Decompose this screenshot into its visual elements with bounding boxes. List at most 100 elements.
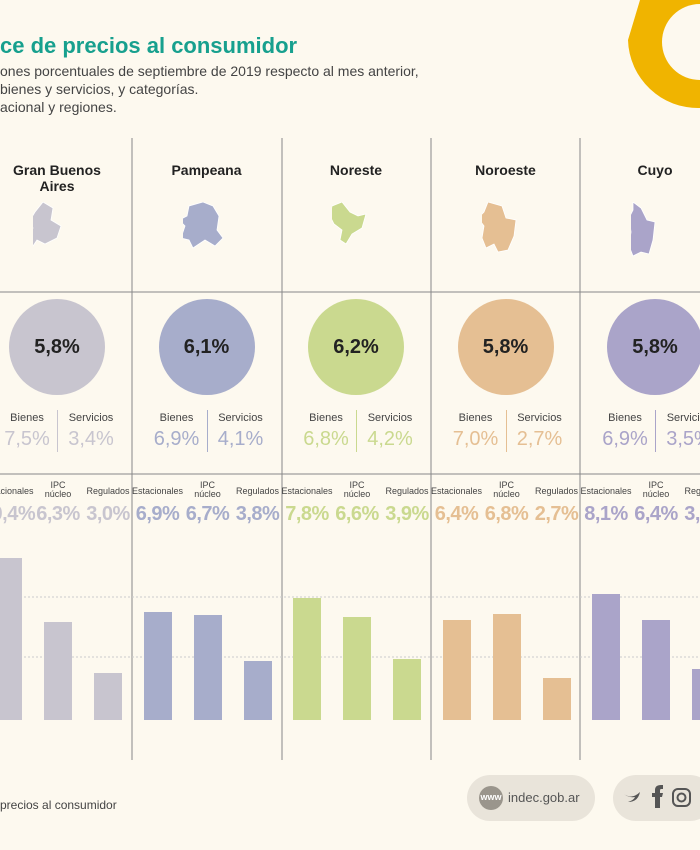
regulados-bar <box>393 659 421 720</box>
estacionales-value: 6,9% <box>135 503 180 525</box>
map-shape <box>481 202 516 253</box>
total-label: 5,8% <box>632 336 678 358</box>
nucleo-label: IPC núcleo <box>343 480 371 499</box>
regulados-value: 3,0% <box>86 503 130 525</box>
estacionales-label: Estacionales <box>131 486 184 496</box>
regulados-label: Regulados <box>534 486 579 496</box>
nucleo-value: 6,7% <box>185 503 230 525</box>
total-circle <box>9 299 105 395</box>
regulados-bar <box>94 673 122 720</box>
regulados-label: Regulados <box>684 486 700 496</box>
split-divider <box>356 410 357 452</box>
nucleo-bar <box>642 620 670 720</box>
estacionales-bar <box>0 557 22 720</box>
nucleo-label: IPC núcleo <box>493 480 520 499</box>
nucleo-value: 6,6% <box>335 503 379 525</box>
logo-hole <box>662 4 700 80</box>
split-divider <box>655 410 656 452</box>
nucleo-label: IPC núcleo <box>44 480 72 499</box>
servicios-label: Servicios <box>68 412 114 424</box>
map-shape <box>332 202 367 245</box>
bienes-value: 6,8% <box>303 428 349 450</box>
nucleo-value: 6,8% <box>484 503 529 525</box>
nucleo-label: IPC núcleo <box>194 480 221 499</box>
subtitle-line: acional y regiones. <box>0 99 117 115</box>
subtitle-line: ones porcentuales de septiembre de 2019 … <box>0 63 419 79</box>
servicios-value: 4,1% <box>217 428 264 450</box>
total-circle <box>457 299 554 395</box>
region-name: Noroeste <box>475 162 536 178</box>
estacionales-label: Estacionales <box>430 486 483 496</box>
split-divider <box>57 410 58 452</box>
nucleo-label: IPC núcleo <box>642 480 670 499</box>
split-divider <box>206 410 208 452</box>
bienes-value: 6,9% <box>153 428 200 450</box>
site-pill[interactable] <box>467 775 595 821</box>
servicios-value: 3,5% <box>666 428 700 450</box>
servicios-label: Servicios <box>517 412 562 424</box>
regulados-label: Regulados <box>86 486 130 496</box>
bienes-label: Bienes <box>10 412 44 424</box>
estacionales-label: Estacionales <box>281 486 333 496</box>
bienes-label: Bienes <box>159 412 194 424</box>
title: ce de precios al consumidor <box>0 33 298 58</box>
nucleo-bar <box>492 613 521 720</box>
nucleo-value: 6,3% <box>36 503 80 525</box>
total-label: 5,8% <box>34 336 80 358</box>
bienes-label: Bienes <box>608 412 642 424</box>
estacionales-value: 8,1% <box>584 503 628 525</box>
regulados-value: 3,3% <box>684 503 700 525</box>
estacionales-bar <box>442 620 471 720</box>
map-shape <box>182 202 224 249</box>
region-name: Pampeana <box>171 162 242 178</box>
region-name: Noreste <box>329 162 383 178</box>
region-name: Cuyo <box>637 162 673 178</box>
region-map <box>182 202 224 249</box>
regulados-label: Regulados <box>385 486 429 496</box>
estacionales-bar <box>143 612 172 720</box>
bienes-value: 7,5% <box>4 428 50 450</box>
site[interactable]: indec.gob.ar <box>508 790 580 805</box>
region-map <box>481 202 516 253</box>
regulados-value: 2,7% <box>534 503 579 525</box>
subtitle: ones porcentuales de septiembre de 2019 … <box>0 62 419 116</box>
regulados-value: 3,8% <box>235 503 280 525</box>
source: precios al consumidor <box>0 798 117 812</box>
bienes-label: Bienes <box>458 412 493 424</box>
map-shape <box>33 202 62 247</box>
servicios-value: 4,2% <box>367 428 413 450</box>
subtitle-line: bienes y servicios, y categorías. <box>0 81 199 97</box>
estacionales-label: Estacionales <box>580 486 632 496</box>
estacionales-bar <box>592 593 620 720</box>
servicios-value: 2,7% <box>516 428 563 450</box>
total-label: 5,8% <box>482 336 529 358</box>
dividers <box>0 138 700 760</box>
servicios-label: Servicios <box>218 412 263 424</box>
nucleo-bar <box>44 621 72 720</box>
twitter-icon[interactable] <box>624 792 640 802</box>
nucleo-bar <box>193 615 222 720</box>
instagram-lens <box>676 792 687 803</box>
facebook-icon[interactable] <box>652 785 663 808</box>
total-label: 6,2% <box>333 336 379 358</box>
total-circle <box>308 299 404 395</box>
regulados-label: Regulados <box>235 486 280 496</box>
www-label: www <box>480 792 502 802</box>
split-divider <box>505 410 507 452</box>
map-shape <box>631 202 656 257</box>
regulados-bar <box>243 660 272 720</box>
bienes-value: 7,0% <box>452 428 499 450</box>
total-circle <box>607 299 700 395</box>
servicios-label: Servicios <box>367 412 413 424</box>
instagram-icon[interactable] <box>672 788 691 807</box>
estacionales-bar <box>293 598 321 720</box>
nucleo-value: 6,4% <box>634 503 678 525</box>
estacionales-label: Estacionales <box>0 486 34 496</box>
bienes-label: Bienes <box>309 412 343 424</box>
region-name: Gran Buenos Aires <box>13 162 101 194</box>
region-map <box>33 202 62 247</box>
estacionales-value: 7,8% <box>285 503 329 525</box>
nucleo-bar <box>343 617 371 720</box>
